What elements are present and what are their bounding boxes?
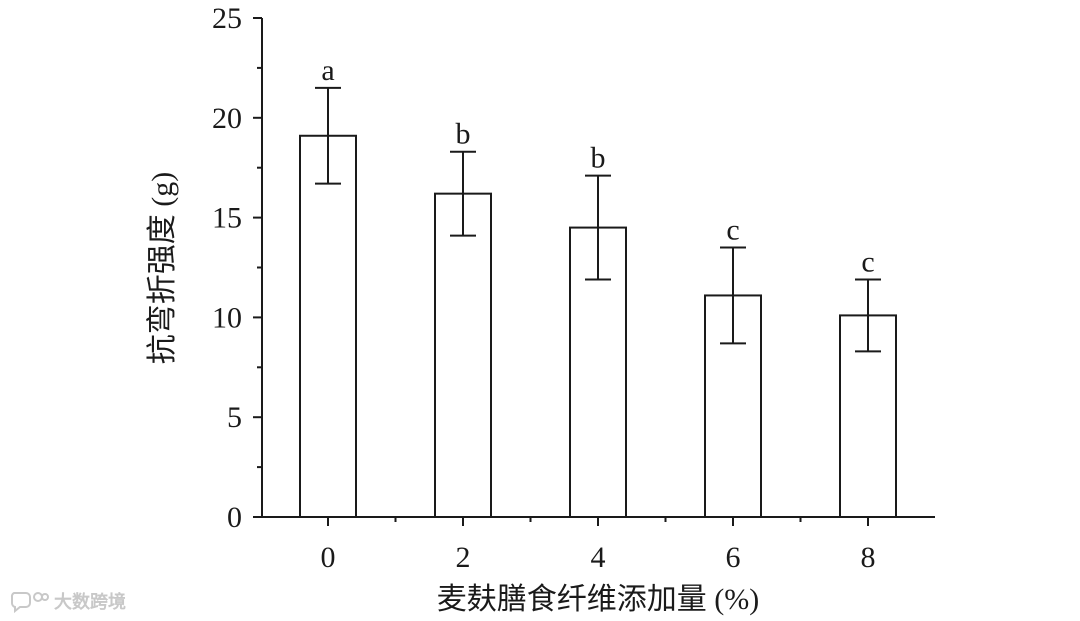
bar	[434, 192, 492, 518]
significance-letter: c	[861, 245, 874, 278]
significance-letter: b	[591, 142, 606, 175]
watermark-text: 大数跨境	[54, 592, 126, 613]
x-axis-label: 麦麸膳食纤维添加量 (%)	[437, 583, 759, 616]
y-tick-label: 25	[212, 2, 242, 35]
y-tick-label: 10	[212, 301, 242, 334]
y-tick-label: 15	[212, 202, 242, 235]
significance-letter: b	[456, 118, 471, 151]
x-tick-label: 2	[456, 541, 471, 574]
significance-letter: c	[726, 214, 739, 247]
y-tick-label: 20	[212, 102, 242, 135]
bar	[299, 134, 357, 518]
y-tick-label: 5	[227, 401, 242, 434]
significance-letter: a	[321, 54, 334, 87]
y-axis-label: 抗弯折强度 (g)	[146, 172, 179, 364]
x-tick-label: 6	[726, 541, 741, 574]
chat-bubble-logo-icon	[10, 592, 49, 613]
x-tick-label: 4	[591, 541, 606, 574]
x-tick-label: 8	[861, 541, 876, 574]
watermark: 大数跨境	[10, 588, 126, 614]
x-tick-label: 0	[321, 541, 336, 574]
y-tick-label: 0	[227, 501, 242, 534]
chart-bars: a b b c c	[299, 54, 897, 519]
chart-axes: 0 5 10 15 20 25 0 2 4 6 8	[212, 2, 935, 574]
